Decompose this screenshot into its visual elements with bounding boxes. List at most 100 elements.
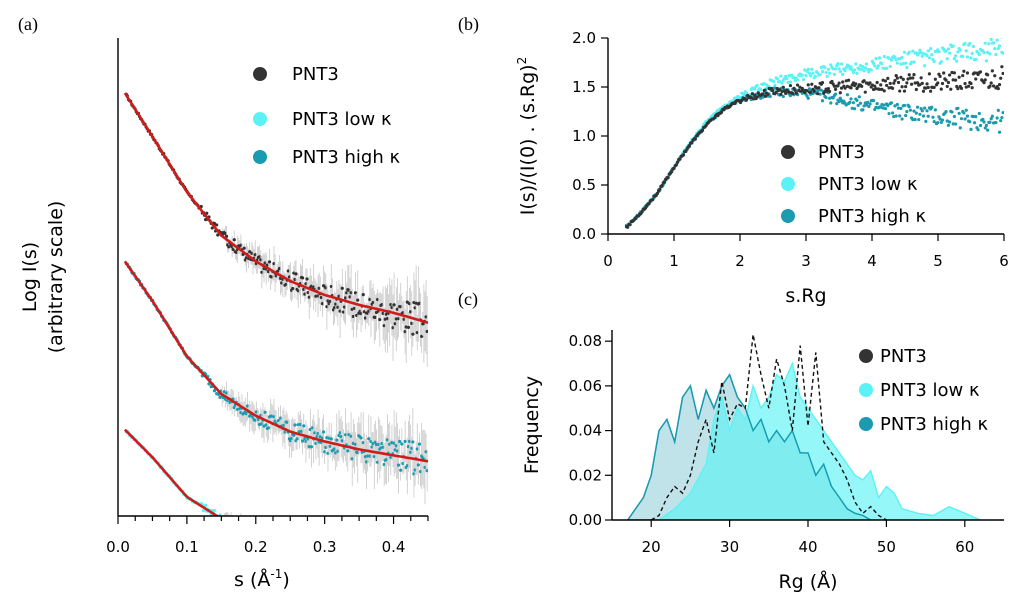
data-point [804, 74, 808, 78]
data-point [945, 84, 949, 89]
data-point [814, 86, 819, 90]
data-point [250, 527, 253, 530]
data-point [233, 522, 236, 525]
data-point [860, 84, 864, 88]
data-point [342, 544, 345, 547]
data-point [925, 54, 929, 58]
data-point [367, 437, 371, 441]
data-point [855, 98, 859, 102]
data-point [883, 79, 888, 83]
data-point [245, 523, 248, 526]
data-point [919, 76, 923, 80]
data-point [956, 87, 960, 91]
data-point [820, 70, 825, 74]
data-point [995, 38, 999, 42]
data-point [817, 88, 821, 92]
data-point [675, 160, 680, 164]
data-point [881, 106, 885, 110]
data-point [400, 442, 404, 446]
data-point [959, 117, 964, 121]
data-point [999, 76, 1003, 80]
data-point [416, 463, 420, 467]
data-point [228, 522, 231, 525]
data-point [425, 329, 428, 334]
data-point [920, 81, 924, 85]
data-point [886, 76, 890, 81]
data-point [744, 98, 749, 102]
data-point [953, 122, 958, 126]
data-point [981, 117, 985, 121]
data-point [258, 530, 261, 533]
data-point [826, 67, 831, 71]
data-point [835, 102, 839, 106]
x-tick-label: 1 [669, 252, 679, 270]
data-point [951, 44, 955, 48]
data-point [267, 260, 272, 264]
data-point [939, 120, 943, 125]
data-point [426, 565, 429, 568]
legend-c-marker-pnt3 [859, 349, 873, 363]
data-point [965, 55, 970, 59]
data-point [929, 89, 933, 93]
data-point [997, 82, 1002, 87]
panel-a: (a) 0.0 0.1 0.2 0.3 0.4 s (Å-1) Log I(s) (ar… [18, 14, 429, 591]
data-point [913, 117, 917, 122]
data-point [761, 92, 765, 96]
x-tick-label: 0.2 [244, 538, 268, 556]
data-point [674, 163, 678, 167]
fit-line [123, 260, 428, 463]
data-point [238, 524, 241, 527]
data-point [868, 102, 872, 106]
data-point [986, 128, 990, 132]
data-point [282, 534, 285, 537]
data-point [837, 81, 841, 85]
data-point [956, 106, 960, 110]
data-point [810, 82, 814, 86]
data-point [762, 88, 766, 93]
data-point [977, 52, 981, 57]
data-point [376, 553, 379, 556]
data-point [926, 85, 930, 90]
legend-c-label-pnt3: PNT3 [880, 346, 927, 367]
data-point [836, 84, 840, 88]
data-point [418, 551, 421, 554]
data-point [278, 538, 281, 541]
data-point [925, 109, 929, 113]
data-point [246, 524, 249, 527]
data-point [810, 67, 814, 71]
data-point [361, 544, 364, 547]
data-point [287, 534, 290, 537]
data-point [778, 88, 782, 92]
data-point [235, 524, 238, 527]
data-point [301, 276, 305, 280]
data-point [921, 114, 926, 118]
data-point [952, 56, 956, 61]
data-point [991, 84, 996, 88]
y-tick-label: 1.0 [572, 127, 596, 145]
data-point [367, 550, 370, 553]
data-point [266, 426, 271, 430]
data-point [913, 81, 917, 85]
data-point [881, 66, 885, 70]
data-point [920, 54, 924, 58]
data-point [866, 100, 870, 104]
data-point [898, 114, 902, 118]
legend-label-pnt3: PNT3 [292, 64, 339, 85]
data-point [970, 51, 974, 55]
data-point [871, 98, 876, 103]
data-point [904, 61, 908, 65]
data-point [902, 89, 907, 93]
data-point [795, 78, 800, 82]
data-point [811, 91, 815, 96]
data-point [885, 83, 889, 88]
data-point [899, 106, 903, 110]
panel-b-plot-area [624, 38, 1004, 229]
x-tick-label: 4 [867, 252, 877, 270]
data-point [255, 534, 258, 537]
data-point [880, 87, 884, 92]
panel-b-label: (b) [458, 14, 479, 35]
data-point [952, 71, 956, 75]
data-point [421, 551, 424, 554]
data-point [932, 59, 936, 64]
